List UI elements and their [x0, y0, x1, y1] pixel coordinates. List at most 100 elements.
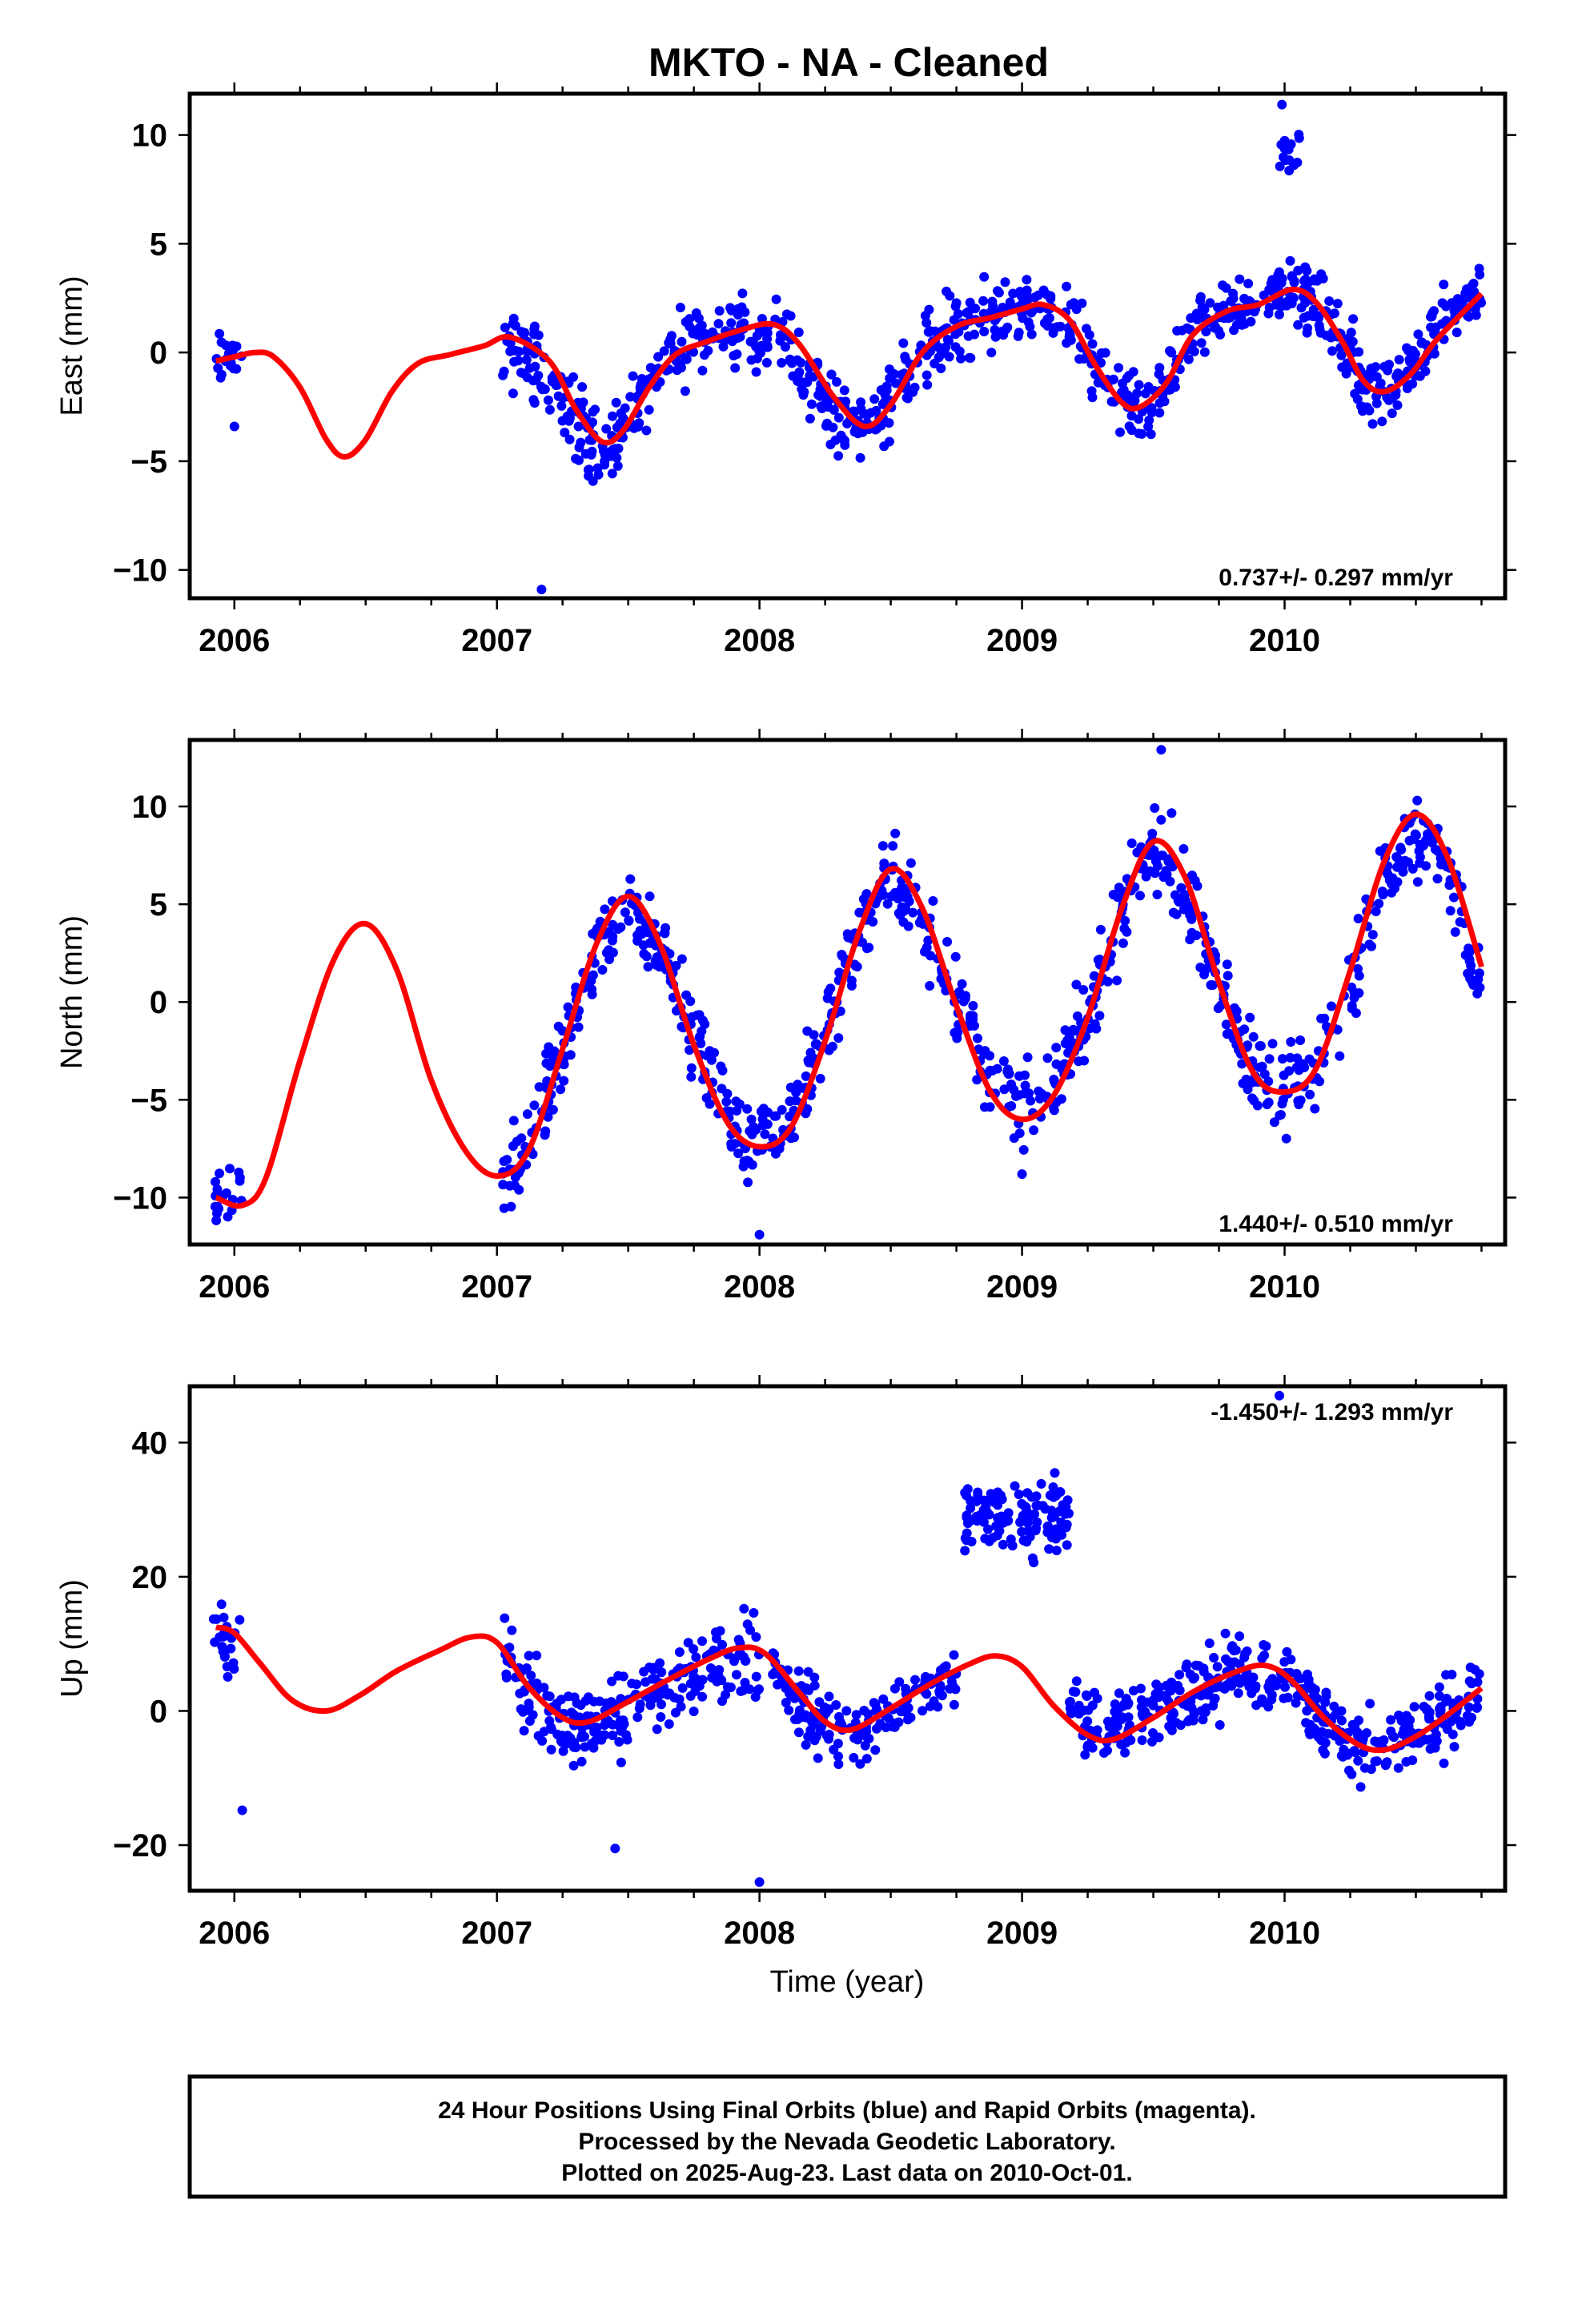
east-data-point [653, 352, 664, 362]
north-data-point [1423, 829, 1432, 839]
up-data-point [1194, 1661, 1204, 1671]
east-data-point [1285, 255, 1295, 266]
up-data-point [537, 1735, 548, 1746]
up-data-point [217, 1642, 227, 1652]
up-data-point [971, 1496, 982, 1506]
up-data-point [216, 1599, 227, 1610]
east-data-point [1183, 354, 1194, 364]
north-data-point [1278, 1054, 1287, 1064]
up-data-point [1321, 1687, 1331, 1698]
east-data-point [1413, 329, 1423, 340]
north-data-point [1430, 844, 1440, 854]
up-x-tick-label: 2006 [199, 1916, 270, 1951]
east-x-tick-label: 2006 [199, 623, 270, 658]
up-data-point [1050, 1468, 1060, 1478]
east-data-point [1042, 289, 1052, 300]
up-data-point [556, 1737, 567, 1747]
up-data-point [801, 1739, 811, 1750]
up-data-point [563, 1691, 573, 1702]
up-y-axis-label: Up (mm) [55, 1579, 89, 1698]
up-data-point [1196, 1691, 1207, 1701]
up-data-point [671, 1707, 681, 1718]
east-data-point [856, 397, 866, 408]
east-data-point [966, 353, 976, 363]
north-data-point [559, 1059, 569, 1070]
up-outlier-point [237, 1805, 247, 1815]
up-data-point [577, 1730, 588, 1740]
north-data-point [681, 990, 692, 1000]
north-data-point [1091, 1023, 1102, 1034]
up-data-point [576, 1756, 587, 1767]
east-data-point [1366, 364, 1376, 374]
up-data-point [1211, 1683, 1220, 1693]
east-data-point [924, 304, 934, 315]
up-data-point [1181, 1663, 1191, 1673]
north-data-point [1264, 1054, 1275, 1064]
east-data-point [1166, 384, 1175, 395]
up-data-point [1032, 1517, 1042, 1527]
north-data-point [868, 917, 878, 927]
up-data-point [949, 1650, 959, 1660]
east-data-point [1140, 388, 1150, 399]
east-data-point [1286, 139, 1296, 150]
north-data-point [1223, 1028, 1234, 1039]
east-data-point [1128, 367, 1138, 377]
up-plot-frame [187, 1384, 1508, 1893]
north-data-point [1150, 856, 1161, 866]
north-data-point [529, 1100, 540, 1111]
east-data-point [949, 315, 959, 325]
east-data-point [1154, 398, 1165, 408]
up-data-point [1031, 1491, 1042, 1502]
up-data-point [859, 1706, 869, 1715]
east-data-point [574, 455, 584, 465]
north-data-point [1432, 874, 1443, 884]
north-x-tick-label: 2010 [1249, 1269, 1320, 1305]
up-data-point [1467, 1712, 1477, 1723]
east-data-point [902, 393, 913, 404]
east-data-point [528, 395, 539, 405]
up-data-point [1371, 1756, 1382, 1767]
east-data-point [881, 381, 892, 392]
north-data-point [1049, 1105, 1059, 1116]
east-data-point [737, 288, 748, 299]
east-data-point [829, 404, 839, 415]
east-data-point [521, 355, 532, 365]
north-data-point [1267, 1039, 1278, 1049]
east-y-tick-label: 5 [150, 227, 167, 262]
up-data-point [1166, 1677, 1177, 1687]
east-data-point [522, 372, 532, 383]
up-data-point [998, 1539, 1008, 1550]
north-data-point [716, 1061, 726, 1072]
north-model-line [215, 811, 1484, 1209]
up-data-point [1001, 1512, 1011, 1522]
up-data-point [1223, 1656, 1233, 1667]
north-data-point [1285, 1052, 1295, 1063]
up-data-point [946, 1676, 957, 1687]
north-data-point [1178, 904, 1189, 915]
north-data-point [882, 899, 893, 909]
up-data-point [674, 1647, 685, 1657]
east-data-point [1402, 343, 1411, 353]
east-data-point [986, 348, 997, 358]
up-data-point [925, 1701, 935, 1711]
up-data-point [735, 1648, 745, 1659]
north-data-point [1319, 1013, 1330, 1023]
north-data-point [620, 907, 630, 918]
up-data-point [1069, 1707, 1079, 1717]
east-data-point [828, 422, 838, 432]
up-plot-area [208, 1390, 1484, 1888]
up-panel: 2006 2007 2008 2009 2010 −20 0 20 40 Up (mm) -1.… [55, 1375, 1516, 1999]
up-data-point [1017, 1526, 1027, 1537]
east-data-point [1415, 371, 1425, 381]
east-data-point [1093, 377, 1103, 388]
up-ticks: 2006 2007 2008 2009 2010 −20 0 20 40 [113, 1375, 1516, 1951]
up-data-point [1467, 1679, 1477, 1689]
up-data-point [1447, 1670, 1457, 1679]
up-data-point [1042, 1527, 1053, 1538]
east-data-point [965, 297, 975, 308]
north-data-point [1411, 830, 1421, 841]
east-data-point [547, 373, 557, 384]
north-data-point [928, 896, 938, 906]
east-data-point [641, 425, 652, 436]
east-data-point [625, 392, 636, 402]
